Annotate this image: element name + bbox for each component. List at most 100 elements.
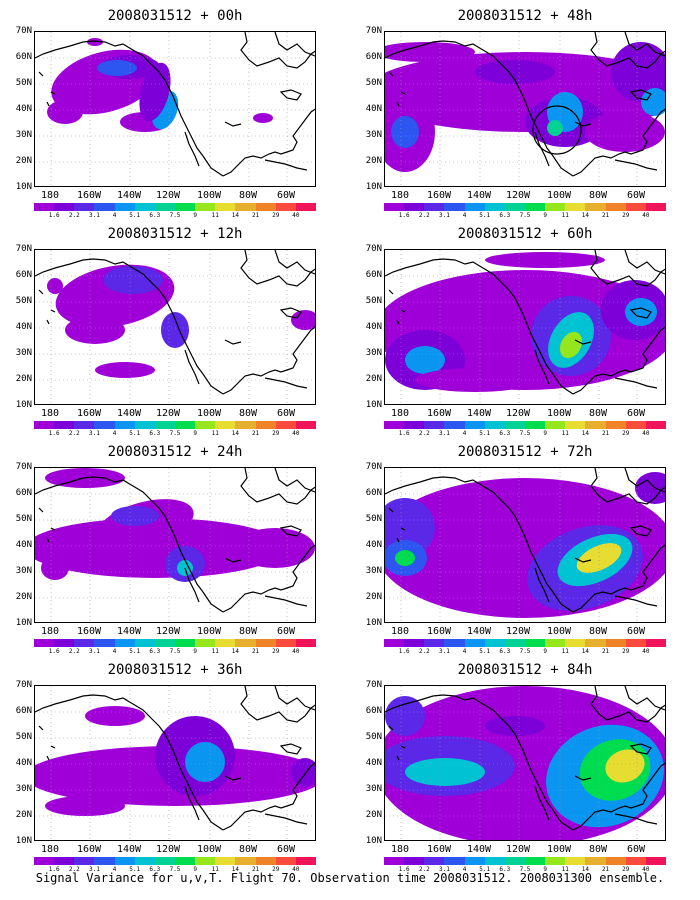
colorbar-swatch [625, 639, 646, 647]
coastline [222, 326, 315, 395]
colorbar-swatch [484, 639, 505, 647]
colorbar-label: 11 [211, 866, 219, 873]
colorbar-label: 40 [292, 648, 300, 655]
coastline [46, 101, 50, 107]
colorbar-label: 2.2 [68, 866, 80, 873]
map-panel-12h: 2008031512 + 12h 70N 60N 50N 40N 30N 20N 10N 1… [0, 218, 350, 437]
lon-label: 80W [588, 408, 608, 419]
colorbar-swatch [424, 639, 445, 647]
lat-label: 60N [365, 706, 382, 716]
coastline [388, 507, 394, 513]
colorbar-swatch [215, 421, 236, 429]
lon-label: 160W [76, 844, 102, 855]
coastline [590, 32, 665, 69]
colorbar-label: 6.3 [149, 430, 161, 437]
lat-label: 60N [15, 52, 32, 62]
variance-contour [547, 120, 563, 136]
colorbar-label: 4 [462, 212, 467, 219]
colorbar-label: 6.3 [499, 648, 511, 655]
variance-contour [405, 758, 485, 786]
colorbar-label: 29 [272, 866, 280, 873]
panel-title: 2008031512 + 12h [107, 226, 243, 242]
coastline [38, 725, 44, 731]
colorbar-swatch [504, 203, 525, 211]
lat-label: 60N [15, 488, 32, 498]
colorbar-swatch [545, 639, 566, 647]
colorbar-label: 40 [292, 430, 300, 437]
lon-label: 120W [155, 190, 181, 201]
map-area [34, 31, 316, 187]
colorbar-swatch [524, 203, 546, 211]
colorbar-label: 3.1 [439, 648, 450, 655]
colorbar-swatch [404, 203, 425, 211]
lon-label: 180 [390, 844, 410, 855]
colorbar-label: 9 [543, 866, 547, 873]
colorbar-label: 14 [581, 430, 590, 437]
colorbar-swatch [545, 203, 566, 211]
lat-label: 60N [15, 270, 32, 280]
variance-contour [185, 742, 225, 782]
colorbar-label: 7.5 [519, 430, 531, 437]
lat-label: 70N [15, 680, 32, 690]
coastline [184, 349, 200, 385]
colorbar-swatch [484, 857, 505, 865]
colorbar-label: 3.1 [89, 212, 100, 219]
colorbar-swatch [545, 857, 566, 865]
coastline [38, 507, 44, 513]
colorbar-swatch [585, 421, 606, 429]
map-area [384, 31, 666, 187]
colorbar-swatch [235, 857, 256, 865]
colorbar-label: 21 [251, 430, 260, 437]
lon-label: 100W [196, 190, 222, 201]
lat-label: 20N [15, 810, 32, 820]
coastline [629, 89, 652, 101]
variance-contour [485, 252, 605, 268]
colorbar-label: 9 [193, 648, 197, 655]
coastline [629, 743, 652, 755]
lon-label: 140W [116, 190, 142, 201]
coastline [50, 309, 56, 313]
colorbar-label: 6.3 [149, 212, 161, 219]
colorbar-swatch [484, 203, 505, 211]
coastline [264, 813, 308, 825]
coastline [614, 159, 658, 171]
colorbar-swatch [255, 639, 276, 647]
colorbar-swatch [504, 421, 525, 429]
coastline [388, 725, 394, 731]
lat-label: 70N [15, 244, 32, 254]
colorbar-label: 2.2 [418, 866, 430, 873]
colorbar-swatch [114, 203, 135, 211]
lat-label: 30N [15, 784, 32, 794]
coastline [624, 250, 665, 275]
colorbar-swatch [114, 857, 135, 865]
panel-title: 2008031512 + 36h [107, 662, 243, 678]
colorbar-swatch [94, 857, 115, 865]
lon-label: 120W [505, 408, 531, 419]
colorbar-label: 2.2 [68, 648, 80, 655]
lat-label: 40N [365, 322, 382, 332]
lon-label: 60W [276, 408, 296, 419]
colorbar-swatch [255, 857, 276, 865]
coastline [534, 131, 550, 167]
colorbar-label: 21 [251, 866, 260, 873]
colorbar-label: 14 [231, 212, 240, 219]
coastline [400, 745, 406, 749]
lat-label: 10N [15, 836, 32, 846]
lon-label: 100W [546, 626, 572, 637]
colorbar-swatch [384, 639, 405, 647]
colorbar-label: 9 [193, 212, 197, 219]
colorbar [384, 421, 666, 429]
variance-contour [605, 749, 645, 783]
coastline [50, 745, 56, 749]
colorbar-swatch [424, 857, 445, 865]
lon-label: 80W [238, 626, 258, 637]
lat-label: 50N [15, 78, 32, 88]
colorbar [34, 639, 316, 647]
colorbar-label: 29 [622, 866, 630, 873]
colorbar-label: 11 [561, 212, 569, 219]
colorbar-label: 3.1 [439, 866, 450, 873]
figure-caption: Signal Variance for u,v,T. Flight 70. Ob… [35, 871, 665, 885]
colorbar-swatch [524, 857, 546, 865]
colorbar-swatch [464, 639, 485, 647]
colorbar-label: 40 [642, 648, 650, 655]
